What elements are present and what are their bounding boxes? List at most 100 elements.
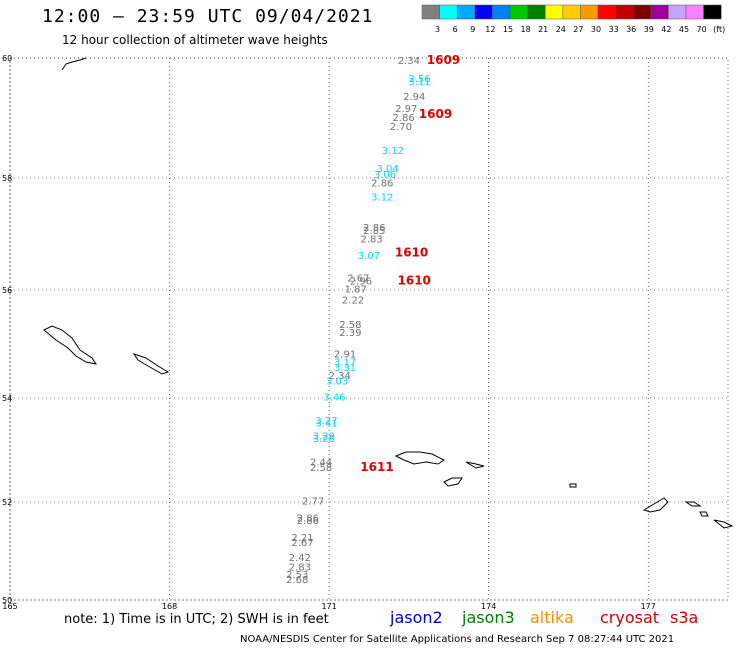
legend-tick: 18: [521, 25, 531, 34]
coastline: [394, 451, 445, 465]
footer-credit: NOAA/NESDIS Center for Satellite Applica…: [240, 634, 675, 645]
swh-value: 3.06: [374, 170, 396, 181]
legend-tick: 70: [697, 25, 707, 34]
lat-label: 52: [2, 498, 12, 507]
coastline: [569, 483, 577, 488]
swh-value: 2.83: [361, 234, 383, 245]
swh-value: 2.39: [339, 328, 361, 339]
legend-cryosat: cryosat: [600, 608, 660, 627]
lon-label: 174: [481, 602, 496, 610]
coastline: [465, 461, 485, 469]
swh-value: 2.77: [302, 496, 324, 507]
swh-value: 3.17: [334, 358, 356, 369]
swh-value: 2.70: [390, 122, 412, 133]
lon-label: 171: [321, 602, 336, 610]
coastline: [443, 477, 463, 487]
coastline: [713, 519, 734, 529]
swh-value: 2.67: [347, 274, 369, 285]
legend-tick: 6: [453, 25, 458, 34]
swh-value: 2.56: [408, 74, 430, 85]
pass-label: 1609: [427, 53, 460, 67]
swh-value: 2.58: [339, 320, 361, 331]
swh-value: 3.11: [408, 77, 430, 88]
legend-tick: 21: [538, 25, 548, 34]
legend-swatch: [703, 4, 722, 20]
coastline: [684, 501, 702, 507]
lat-label: 60: [2, 54, 12, 63]
lon-label: 177: [641, 602, 656, 610]
legend-tick: 9: [470, 25, 475, 34]
lat-label: 50: [2, 596, 12, 605]
swh-value: 2.58: [310, 463, 332, 474]
legend-tick: 15: [503, 25, 513, 34]
swh-value: 3.12: [371, 192, 393, 203]
swh-value: 2.53: [286, 570, 308, 581]
swh-value: 3.46: [323, 393, 345, 404]
coastline: [132, 353, 170, 375]
swh-value: 2.85: [363, 226, 385, 237]
lat-label: 54: [2, 394, 12, 403]
swh-value: 3.27: [315, 416, 337, 427]
coastline: [699, 511, 709, 517]
legend-tick: 30: [591, 25, 601, 34]
coastline: [43, 325, 98, 365]
map-title: 12:00 – 23:59 UTC 09/04/2021: [42, 6, 374, 27]
swh-value: 2.42: [289, 553, 311, 564]
swh-value: 3.31: [334, 363, 356, 374]
legend-jason3: jason3: [462, 608, 515, 627]
units-note: note: 1) Time is in UTC; 2) SWH is in fe…: [64, 612, 329, 627]
swh-value: 2.34: [329, 371, 351, 382]
lat-label: 56: [2, 286, 12, 295]
legend-tick: 33: [609, 25, 619, 34]
legend-s3a: s3a: [670, 608, 699, 627]
swh-value: 2.86: [297, 514, 319, 525]
legend-tick: 39: [644, 25, 654, 34]
legend-tick: 36: [626, 25, 636, 34]
swh-value: 3.04: [376, 164, 398, 175]
swh-value: 2.94: [403, 92, 425, 103]
swh-value: 2.21: [291, 533, 313, 544]
legend-tick: 42: [661, 25, 671, 34]
coastline: [61, 57, 87, 71]
pass-label: 1609: [419, 107, 452, 121]
swh-value: 3.07: [358, 251, 380, 262]
swh-value: 2.97: [395, 104, 417, 115]
legend-tick: 27: [573, 25, 583, 34]
color-legend: 3 6 9 12 15 18 21 24 27 30 33 36 39 42 45 70 (ft): [421, 4, 725, 34]
map-frame: [9, 57, 729, 601]
coastline: [642, 497, 669, 513]
lat-label: 58: [2, 174, 12, 183]
swh-value: 1.87: [345, 285, 367, 296]
swh-value: 2.67: [291, 538, 313, 549]
lon-label: 168: [162, 602, 177, 610]
swh-value: 2.86: [363, 223, 385, 234]
lon-label: 165: [2, 602, 17, 610]
swh-value: 2.86: [297, 516, 319, 527]
pass-label: 1610: [398, 273, 431, 287]
swh-value: 3.41: [315, 419, 337, 430]
legend-tick: 3: [435, 25, 440, 34]
swh-value: 3.12: [382, 146, 404, 157]
legend-tick: 12: [485, 25, 495, 34]
map-subtitle: 12 hour collection of altimeter wave hei…: [62, 33, 328, 47]
swh-value: 2.91: [334, 350, 356, 361]
swh-value: 2.86: [371, 178, 393, 189]
swh-value: 3.29: [313, 432, 335, 443]
swh-value: 2.86: [392, 113, 414, 124]
swh-value: 2.96: [350, 276, 372, 287]
swh-value: 2.34: [398, 56, 420, 67]
legend-altika: altika: [530, 608, 574, 627]
swh-value: 2.83: [289, 563, 311, 574]
swh-value: 3.28: [313, 434, 335, 445]
legend-tick: 24: [556, 25, 566, 34]
pass-label: 1611: [360, 460, 393, 474]
legend-jason2: jason2: [390, 608, 443, 627]
legend-tick: (ft): [713, 25, 725, 34]
swh-value: 2.68: [286, 575, 308, 586]
swh-value: 2.44: [310, 458, 332, 469]
swh-value: 3.03: [326, 377, 348, 388]
pass-label: 1610: [395, 245, 428, 259]
legend-tick: 45: [679, 25, 689, 34]
swh-value: 2.22: [342, 296, 364, 307]
